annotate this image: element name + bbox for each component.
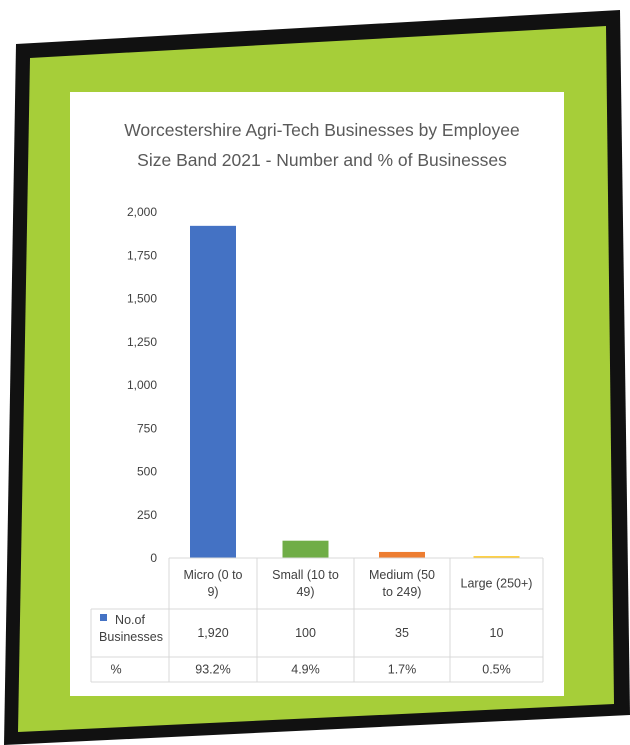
category-label: 9): [207, 585, 218, 599]
data-table: Micro (0 to 9) Small (10 to 49) Medium (50 to…: [90, 557, 544, 683]
y-tick-label: 1,250: [127, 335, 157, 349]
chart-title-line-2: Size Band 2021 - Number and % of Busines…: [137, 150, 507, 170]
value-label: 35: [395, 626, 409, 640]
category-label: Micro (0 to: [183, 568, 242, 582]
y-tick-label: 750: [137, 421, 157, 435]
chart: Worcestershire Agri-Tech Businesses by E…: [90, 120, 544, 683]
category-label: to 249): [383, 585, 422, 599]
y-axis: 0 250 500 750 1,000 1,250 1,500 1,750 2,000: [127, 205, 157, 565]
y-tick-label: 1,750: [127, 248, 157, 262]
y-tick-label: 250: [137, 508, 157, 522]
y-tick-label: 500: [137, 465, 157, 479]
bar: [379, 551, 425, 558]
y-tick-label: 1,500: [127, 292, 157, 306]
bars: [190, 225, 520, 558]
y-tick-label: 0: [150, 551, 157, 565]
chart-title-line-1: Worcestershire Agri-Tech Businesses by E…: [124, 120, 520, 140]
percent-label: 93.2%: [195, 663, 230, 677]
percent-label: 0.5%: [482, 663, 511, 677]
percent-label: 1.7%: [388, 663, 417, 677]
bar: [190, 225, 236, 558]
y-tick-label: 1,000: [127, 378, 157, 392]
chart-panel: Worcestershire Agri-Tech Businesses by E…: [70, 92, 564, 696]
category-label: 49): [296, 585, 314, 599]
legend-key: [100, 614, 107, 621]
category-label: Large (250+): [461, 577, 533, 591]
bar: [282, 540, 329, 558]
value-label: 10: [490, 626, 504, 640]
value-label: 1,920: [197, 626, 228, 640]
category-label: Small (10 to: [272, 568, 339, 582]
bar: [473, 556, 520, 558]
series-name: No.of: [115, 613, 145, 627]
percent-label: 4.9%: [291, 663, 320, 677]
value-label: 100: [295, 626, 316, 640]
row-label: %: [110, 663, 121, 677]
y-tick-label: 2,000: [127, 205, 157, 219]
category-label: Medium (50: [369, 568, 435, 582]
series-name: Businesses: [99, 630, 163, 644]
